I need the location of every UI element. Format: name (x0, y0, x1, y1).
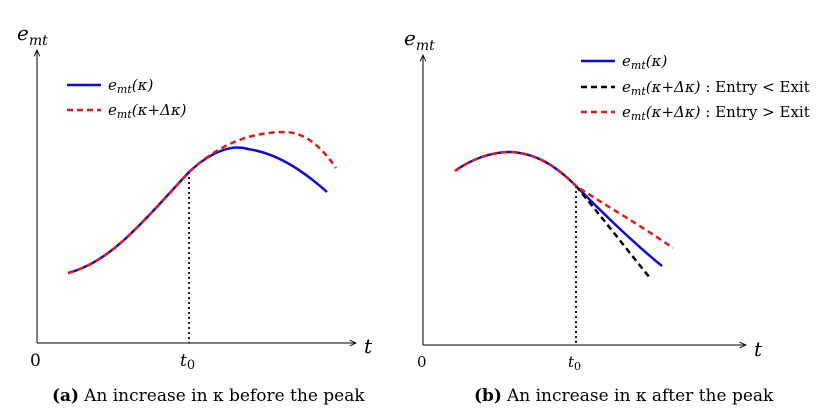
panel-b: emt t 0 t0 emt(κ) emt(κ+Δκ) : Entry < Ex… (404, 26, 810, 406)
panel-a-legend-label-base: emt(κ) (108, 76, 153, 96)
panel-b-origin-label: 0 (417, 353, 427, 371)
panel-b-curve-entry-greater (454, 150, 674, 250)
panel-a-y-axis-label: emt (17, 21, 48, 49)
panel-a: emt t 0 t0 emt(κ) emt(κ+Δκ) (a) An increa… (17, 21, 373, 406)
panel-b-legend: emt(κ) emt(κ+Δκ) : Entry < Exit emt(κ+Δκ… (581, 52, 810, 123)
panel-a-t0-label: t0 (180, 351, 195, 373)
panel-b-x-axis-label: t (754, 337, 763, 361)
panel-a-x-axis-label: t (364, 334, 373, 358)
panel-b-caption: (b) An increase in κ after the peak (474, 386, 774, 406)
panel-a-legend: emt(κ) emt(κ+Δκ) (67, 76, 187, 121)
panel-b-legend-label-entry-less: emt(κ+Δκ) : Entry < Exit (622, 78, 810, 98)
panel-a-origin-label: 0 (30, 351, 41, 371)
panel-b-t0-label: t0 (568, 353, 581, 373)
panel-b-y-axis-label: emt (404, 26, 435, 54)
panel-a-curve-shifted (67, 130, 338, 275)
panel-a-caption: (a) An increase in κ before the peak (52, 386, 365, 406)
panel-a-legend-label-shifted: emt(κ+Δκ) (108, 101, 187, 121)
panel-b-curve-entry-less (575, 185, 651, 279)
panel-b-legend-label-base: emt(κ) (622, 52, 667, 72)
panel-b-legend-label-entry-greater: emt(κ+Δκ) : Entry > Exit (622, 103, 810, 123)
